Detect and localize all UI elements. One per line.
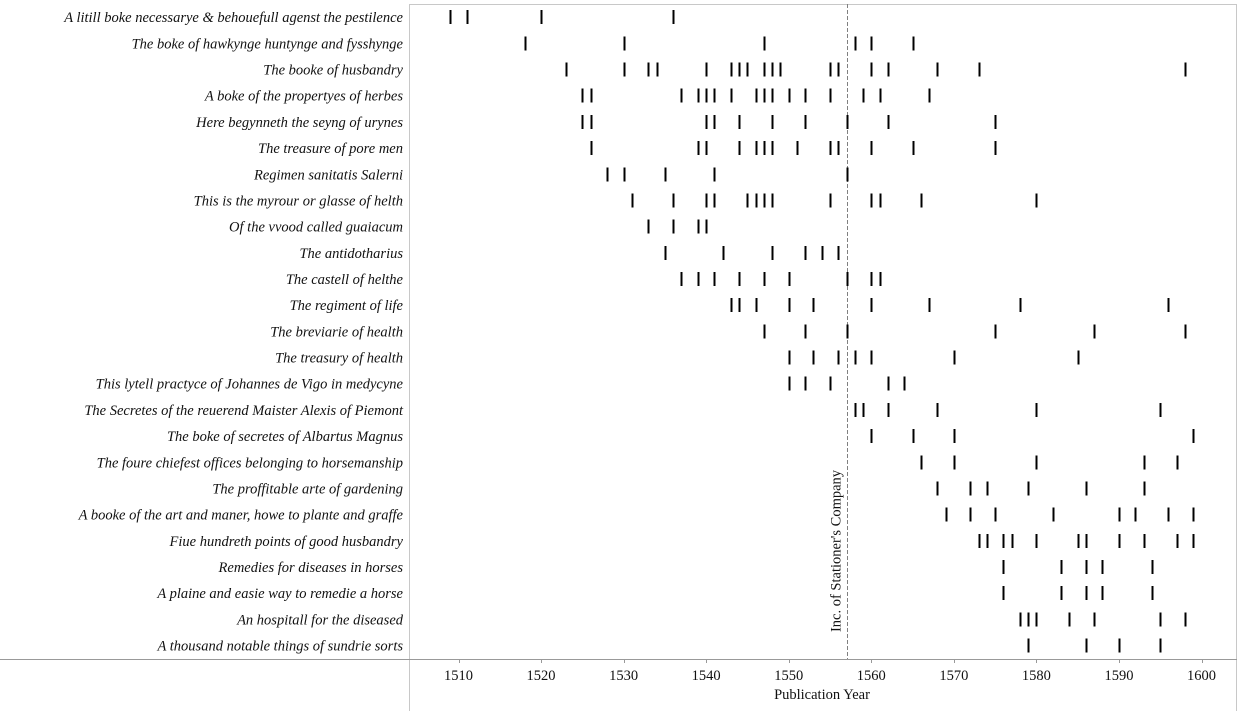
x-tick-label: 1600 <box>1187 668 1216 684</box>
x-axis-ticks: 1510 1520 1530 1540 1550 1560 1570 1580 1590 1600 <box>444 659 1216 684</box>
row-labels: A litill boke necessarye & behouefull ag… <box>63 10 404 654</box>
row-label: The regiment of life <box>290 298 404 314</box>
x-tick-label: 1580 <box>1022 668 1051 684</box>
row-label: The treasure of pore men <box>258 141 403 157</box>
row-label: A boke of the propertyes of herbes <box>204 89 403 105</box>
x-tick-label: 1570 <box>939 668 968 684</box>
row-label: The boke of secretes of Albartus Magnus <box>167 429 403 445</box>
row-label: A booke of the art and maner, howe to pl… <box>78 508 404 524</box>
stationers-company-annotation: Inc. of Stationer's Company <box>829 469 845 632</box>
row-label: An hospitall for the diseased <box>236 612 404 628</box>
row-label: A litill boke necessarye & behouefull ag… <box>63 10 403 26</box>
row-label: The treasury of health <box>275 351 403 367</box>
row-label: The booke of husbandry <box>263 63 403 79</box>
row-label: The castell of helthe <box>286 272 404 288</box>
row-label: A thousand notable things of sundrie sor… <box>157 639 404 655</box>
row-label: The foure chiefest offices belonging to … <box>97 455 403 471</box>
row-label: Regimen sanitatis Salerni <box>253 167 403 183</box>
row-label: The breviarie of health <box>270 324 403 340</box>
row-label: Here begynneth the seyng of urynes <box>195 115 403 131</box>
row-label: Fiue hundreth points of good husbandry <box>169 534 404 550</box>
row-label: This is the myrour or glasse of helth <box>194 193 403 209</box>
x-tick-label: 1510 <box>444 668 473 684</box>
x-axis-title: Publication Year <box>774 687 870 703</box>
row-label: Of the vvood called guaiacum <box>229 220 403 236</box>
row-label: A plaine and easie way to remedie a hors… <box>156 586 403 602</box>
row-label: This lytell practyce of Johannes de Vigo… <box>96 377 404 393</box>
row-label: Remedies for diseases in horses <box>218 560 404 576</box>
x-tick-label: 1540 <box>692 668 721 684</box>
x-tick-label: 1590 <box>1104 668 1133 684</box>
row-label: The boke of hawkynge huntynge and fysshy… <box>132 36 404 52</box>
x-tick-label: 1530 <box>609 668 638 684</box>
x-tick-label: 1550 <box>774 668 803 684</box>
x-tick-label: 1560 <box>857 668 886 684</box>
row-label: The Secretes of the reuerend Maister Ale… <box>84 403 404 419</box>
event-marks <box>449 10 1195 653</box>
x-tick-label: 1520 <box>527 668 556 684</box>
row-label: The antidotharius <box>299 246 403 262</box>
row-label: The proffitable arte of gardening <box>212 481 403 497</box>
